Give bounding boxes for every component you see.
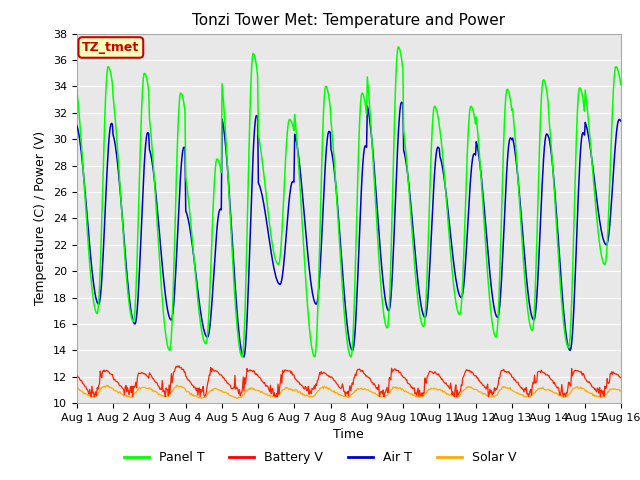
Title: Tonzi Tower Met: Temperature and Power: Tonzi Tower Met: Temperature and Power [192,13,506,28]
X-axis label: Time: Time [333,429,364,442]
Legend: Panel T, Battery V, Air T, Solar V: Panel T, Battery V, Air T, Solar V [118,446,522,469]
Text: TZ_tmet: TZ_tmet [82,41,140,54]
Y-axis label: Temperature (C) / Power (V): Temperature (C) / Power (V) [35,132,47,305]
